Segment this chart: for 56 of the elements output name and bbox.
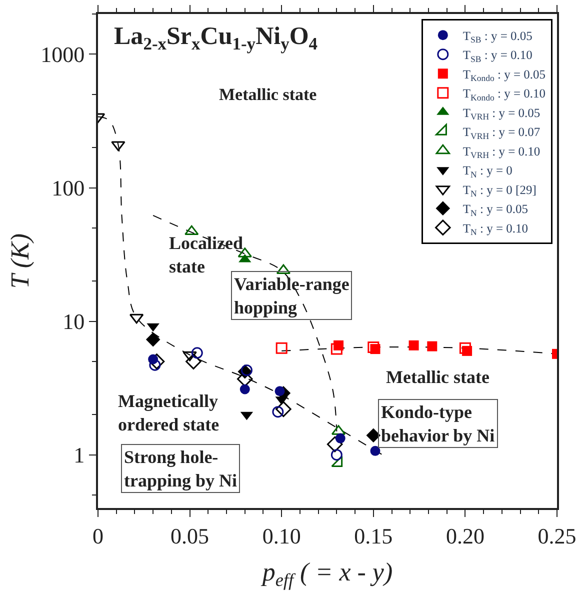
- x-tick-label: 0.10: [262, 523, 301, 548]
- legend-label: T$_{N}$ : y = 0: [462, 164, 512, 180]
- x-tick-label: 0.05: [170, 523, 210, 548]
- point: [240, 384, 250, 394]
- point: [335, 433, 346, 444]
- point: [240, 364, 252, 376]
- annotation: Strong hole- trapping by Ni: [124, 447, 238, 490]
- point: [276, 342, 288, 354]
- point: [334, 340, 344, 350]
- point: [330, 343, 342, 355]
- legend-label: T$_{N}$ : y = 0.05: [462, 202, 528, 218]
- point: [191, 347, 203, 359]
- point: [129, 314, 144, 324]
- legend-label: T$_{SB}$ : y = 0.10: [462, 48, 532, 64]
- point: [427, 341, 438, 352]
- point: [146, 332, 160, 347]
- point: [326, 436, 343, 452]
- legend-label: T$_{N}$ : y = 0.10: [462, 221, 528, 238]
- annotation: Metallic state: [219, 85, 318, 104]
- point: [370, 344, 380, 354]
- y-tick-label: 1: [74, 442, 85, 468]
- point: [276, 401, 292, 418]
- legend-label: T$_{SB}$ : y = 0.05: [462, 28, 532, 45]
- point: [330, 449, 342, 461]
- x-tick-label: 0.20: [446, 523, 484, 548]
- point: [184, 225, 199, 236]
- legend-label: T$_{Kondo}$ : y = 0.05: [462, 67, 546, 84]
- point: [408, 340, 419, 350]
- point: [274, 386, 285, 396]
- point: [370, 446, 380, 456]
- annotation: Metallic state: [386, 367, 490, 387]
- chart-title: La$_{2-x}$Sr$_{x}$Cu$_{1-y}$Ni$_{y}$O$_{4}$: [114, 23, 318, 54]
- legend-label: T$_{N}$ : y = 0 [29]: [462, 182, 536, 199]
- x-axis-title: p$_{eff}$ ( = x - y): [260, 558, 393, 590]
- point: [459, 342, 471, 354]
- point: [182, 351, 197, 362]
- point: [462, 346, 472, 356]
- y-tick-label: 100: [52, 175, 85, 200]
- annotation: Kondo-type behavior by Ni: [381, 402, 495, 446]
- legend-label: T$_{Kondo}$ : y = 0.10: [462, 86, 546, 102]
- y-tick-label: 10: [62, 309, 85, 334]
- y-tick-label: 1000: [40, 42, 85, 67]
- annotation: Magnetically ordered state: [118, 391, 220, 434]
- y-axis-title: T (K): [6, 233, 34, 289]
- point: [148, 354, 165, 370]
- point: [366, 428, 381, 442]
- annotation: Variable-range hopping: [234, 274, 350, 318]
- legend-label: T$_{VRH}$ : y = 0.10: [462, 144, 540, 160]
- legend-label: T$_{VRH}$ : y = 0.05: [462, 106, 540, 122]
- point: [186, 354, 202, 370]
- x-tick-label: 0: [92, 523, 104, 548]
- annotation: Localized state: [169, 233, 243, 276]
- legend-label: T$_{VRH}$ : y = 0.07: [462, 125, 540, 141]
- point: [276, 264, 291, 274]
- x-tick-label: 0.25: [538, 523, 576, 548]
- x-tick-label: 0.15: [354, 523, 393, 548]
